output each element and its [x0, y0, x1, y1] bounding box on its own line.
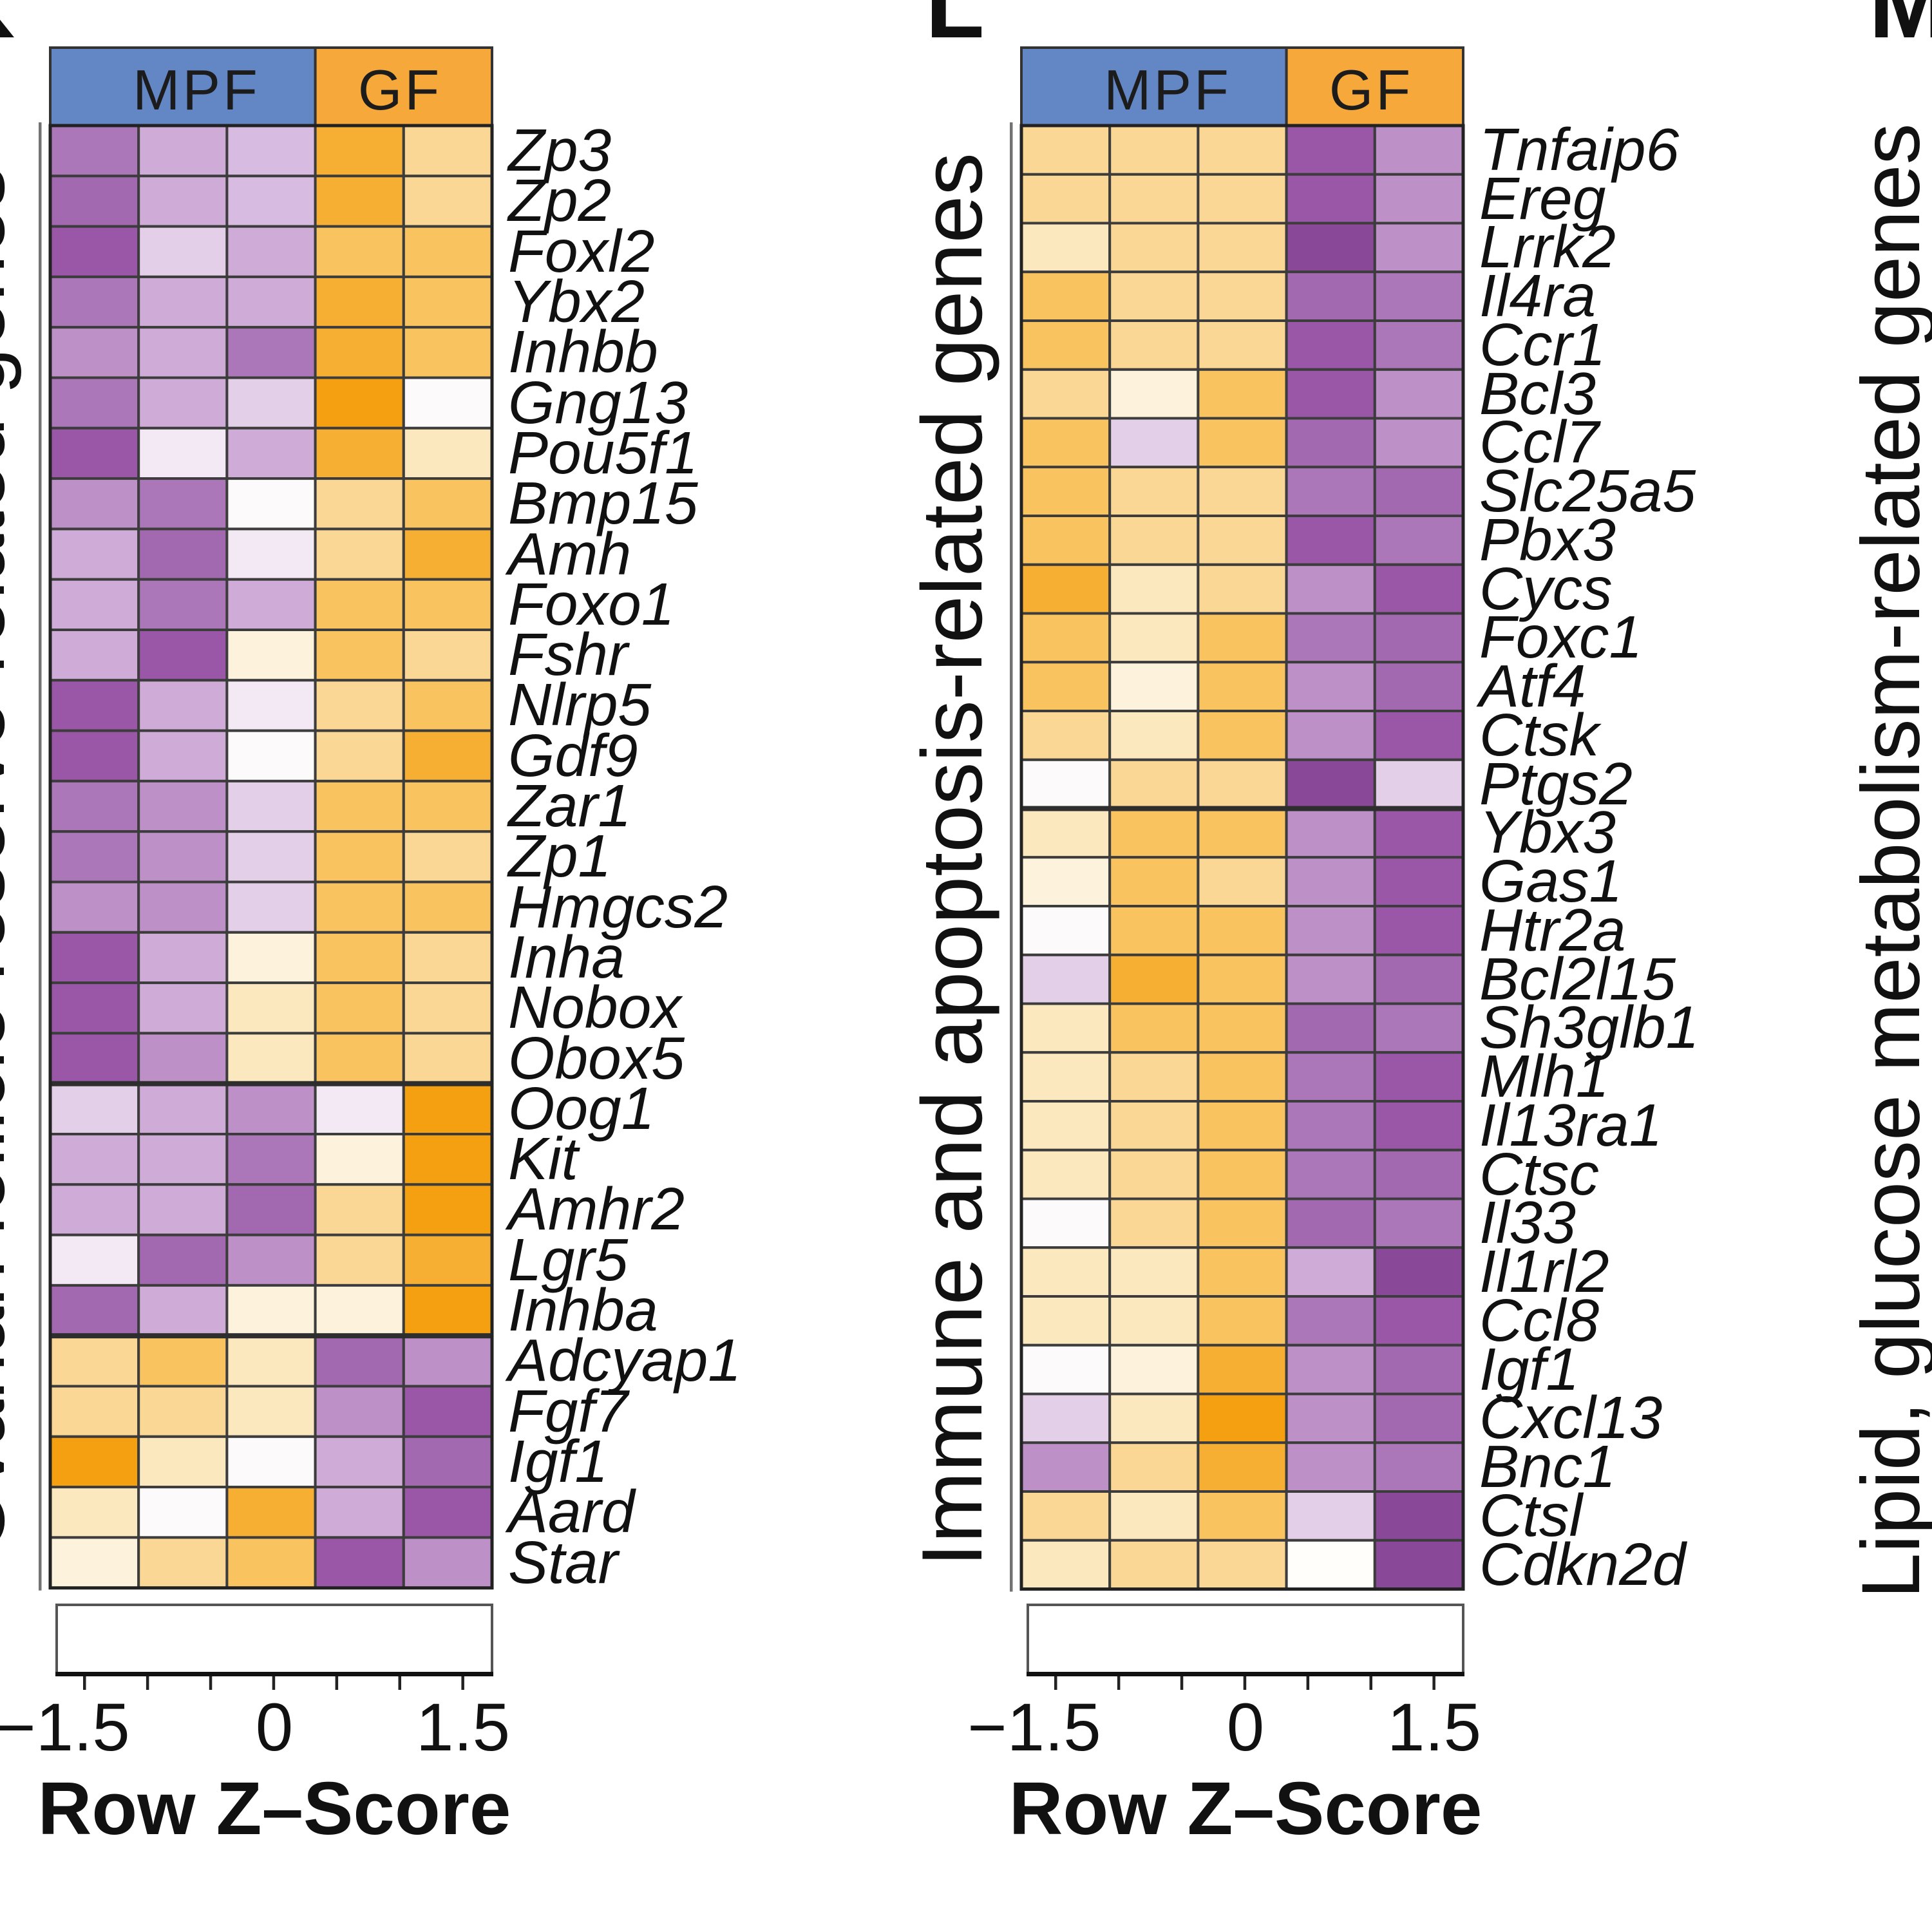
- svg-text:L: L: [925, 0, 985, 58]
- svg-text:Cxcl13: Cxcl13: [1479, 1384, 1662, 1451]
- svg-text:Ctsk: Ctsk: [1479, 701, 1602, 768]
- svg-text:Bnc1: Bnc1: [1479, 1433, 1616, 1500]
- svg-text:Obox5: Obox5: [508, 1025, 685, 1092]
- svg-text:Atf4: Atf4: [1476, 652, 1586, 719]
- svg-text:Foxo1: Foxo1: [508, 571, 674, 638]
- svg-text:Tnfaip6: Tnfaip6: [1479, 116, 1679, 183]
- svg-text:Bcl2l15: Bcl2l15: [1479, 945, 1676, 1012]
- svg-text:Bcl3: Bcl3: [1479, 360, 1596, 427]
- svg-text:Gdf9: Gdf9: [508, 722, 638, 789]
- svg-text:Row Z–Score: Row Z–Score: [1009, 1766, 1482, 1850]
- svg-text:0: 0: [1227, 1690, 1264, 1765]
- svg-text:Ptgs2: Ptgs2: [1479, 750, 1633, 817]
- svg-text:Igf1: Igf1: [1479, 1336, 1579, 1403]
- svg-text:Ovarian follicle reserve-relat: Ovarian follicle reserve-related genes: [0, 166, 22, 1553]
- svg-text:Nobox: Nobox: [508, 974, 683, 1041]
- svg-text:MPF: MPF: [133, 58, 260, 122]
- svg-text:Amh: Amh: [505, 520, 631, 587]
- svg-text:Adcyap1: Adcyap1: [505, 1327, 741, 1394]
- svg-text:Ccl7: Ccl7: [1479, 408, 1601, 475]
- svg-text:Lipid, glucose metabolism-rela: Lipid, glucose metabolism-related genes: [1845, 123, 1932, 1598]
- svg-text:Cycs: Cycs: [1479, 555, 1613, 622]
- svg-text:Mlh1: Mlh1: [1479, 1043, 1609, 1110]
- svg-text:Ctsc: Ctsc: [1479, 1141, 1599, 1208]
- svg-text:Inhba: Inhba: [508, 1276, 658, 1343]
- svg-text:GF: GF: [1329, 58, 1413, 122]
- svg-text:Il4ra: Il4ra: [1479, 262, 1596, 329]
- svg-text:Fgf7: Fgf7: [508, 1378, 630, 1444]
- svg-text:Row Z–Score: Row Z–Score: [38, 1766, 511, 1850]
- svg-text:Igf1: Igf1: [508, 1428, 608, 1495]
- svg-text:Pbx3: Pbx3: [1479, 506, 1616, 573]
- svg-text:Zp1: Zp1: [507, 822, 611, 889]
- svg-text:Zp3: Zp3: [507, 117, 611, 184]
- svg-text:Zar1: Zar1: [507, 772, 631, 839]
- svg-text:Oog1: Oog1: [508, 1075, 655, 1142]
- svg-text:−1.5: −1.5: [0, 1690, 130, 1765]
- svg-text:Ybx3: Ybx3: [1479, 799, 1616, 866]
- svg-text:Lgr5: Lgr5: [508, 1226, 628, 1293]
- svg-text:Zp2: Zp2: [507, 167, 611, 234]
- svg-text:Bmp15: Bmp15: [508, 469, 698, 536]
- svg-text:Ybx2: Ybx2: [508, 268, 645, 335]
- svg-text:Foxl2: Foxl2: [508, 218, 654, 285]
- svg-text:Foxc1: Foxc1: [1479, 603, 1642, 670]
- svg-text:Sh3glb1: Sh3glb1: [1479, 994, 1699, 1061]
- svg-text:0: 0: [256, 1690, 293, 1765]
- svg-text:Lrrk2: Lrrk2: [1479, 213, 1616, 280]
- svg-text:Hmgcs2: Hmgcs2: [508, 873, 728, 940]
- svg-text:Pou5f1: Pou5f1: [508, 419, 698, 486]
- svg-text:1.5: 1.5: [1387, 1690, 1481, 1765]
- svg-text:Ccl8: Ccl8: [1479, 1287, 1599, 1354]
- svg-text:Nlrp5: Nlrp5: [508, 671, 652, 738]
- svg-text:Ctsl: Ctsl: [1479, 1482, 1584, 1549]
- svg-text:Il1rl2: Il1rl2: [1479, 1238, 1609, 1305]
- svg-text:1.5: 1.5: [416, 1690, 510, 1765]
- svg-text:M: M: [1869, 0, 1932, 58]
- svg-text:−1.5: −1.5: [967, 1690, 1101, 1765]
- svg-text:Slc25a5: Slc25a5: [1479, 457, 1696, 524]
- svg-text:Aard: Aard: [505, 1478, 637, 1545]
- svg-text:Inhbb: Inhbb: [508, 318, 658, 385]
- svg-text:Il33: Il33: [1479, 1189, 1576, 1256]
- svg-text:Immune and apoptosis-related g: Immune and apoptosis-related genes: [905, 153, 1000, 1567]
- svg-text:Gas1: Gas1: [1479, 848, 1622, 914]
- svg-text:Inha: Inha: [508, 923, 625, 990]
- svg-text:Ccr1: Ccr1: [1479, 311, 1605, 378]
- svg-text:Il13ra1: Il13ra1: [1479, 1092, 1662, 1159]
- svg-text:MPF: MPF: [1104, 58, 1231, 122]
- svg-text:Kit: Kit: [508, 1125, 581, 1192]
- svg-text:Fshr: Fshr: [508, 621, 630, 688]
- svg-text:Amhr2: Amhr2: [505, 1175, 685, 1242]
- svg-text:GF: GF: [358, 58, 442, 122]
- svg-text:K: K: [0, 0, 15, 58]
- svg-text:Htr2a: Htr2a: [1479, 896, 1625, 963]
- svg-text:Star: Star: [508, 1529, 621, 1596]
- svg-text:Gng13: Gng13: [508, 369, 688, 436]
- svg-text:Cdkn2d: Cdkn2d: [1479, 1531, 1688, 1598]
- svg-text:Ereg: Ereg: [1479, 165, 1605, 232]
